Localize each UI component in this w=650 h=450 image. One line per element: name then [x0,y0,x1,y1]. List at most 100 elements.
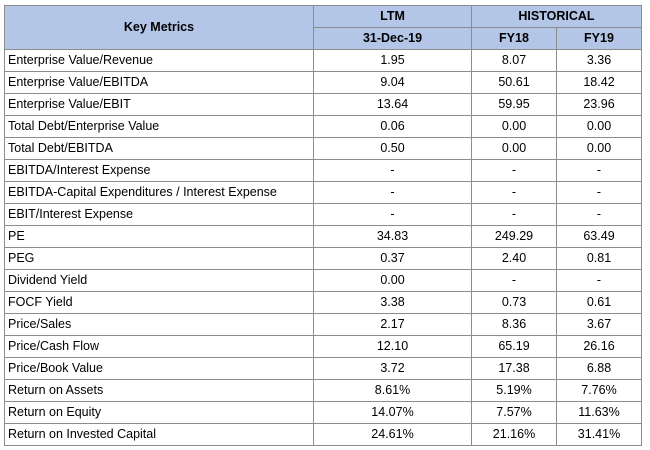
fy18-value-cell: 17.38 [471,357,557,380]
metric-label-cell: Price/Cash Flow [4,335,314,358]
metric-label-cell: Enterprise Value/Revenue [4,49,314,72]
table-row: EBITDA-Capital Expenditures / Interest E… [4,181,642,204]
historical-group-header: HISTORICAL [471,5,642,28]
ltm-value-cell: 12.10 [313,335,472,358]
fy18-value-cell: 8.36 [471,313,557,336]
fy19-value-cell: 0.61 [556,291,642,314]
table-row: Price/Cash Flow 12.10 65.19 26.16 [4,335,642,358]
ltm-value-cell: 3.38 [313,291,472,314]
metric-label-cell: PEG [4,247,314,270]
fy19-value-cell: 18.42 [556,71,642,94]
table-row: Enterprise Value/EBITDA 9.04 50.61 18.42 [4,71,642,94]
table-row: Return on Equity 14.07% 7.57% 11.63% [4,401,642,424]
fy18-value-cell: 2.40 [471,247,557,270]
metric-label-cell: Total Debt/Enterprise Value [4,115,314,138]
ltm-value-cell: 1.95 [313,49,472,72]
fy19-value-cell: 0.81 [556,247,642,270]
fy19-value-cell: 26.16 [556,335,642,358]
ltm-value-cell: 2.17 [313,313,472,336]
fy19-value-cell: 3.67 [556,313,642,336]
ltm-value-cell: 0.06 [313,115,472,138]
fy18-value-cell: - [471,203,557,226]
fy19-value-cell: 0.00 [556,115,642,138]
ltm-value-cell: 3.72 [313,357,472,380]
table-row: PEG 0.37 2.40 0.81 [4,247,642,270]
fy19-header: FY19 [556,27,642,50]
fy18-value-cell: - [471,181,557,204]
ltm-value-cell: 9.04 [313,71,472,94]
fy18-value-cell: 249.29 [471,225,557,248]
fy19-value-cell: 0.00 [556,137,642,160]
fy19-value-cell: 6.88 [556,357,642,380]
metric-label-cell: Return on Equity [4,401,314,424]
fy18-value-cell: 8.07 [471,49,557,72]
table-row: FOCF Yield 3.38 0.73 0.61 [4,291,642,314]
metric-label-cell: Enterprise Value/EBIT [4,93,314,116]
fy18-value-cell: 21.16% [471,423,557,446]
ltm-value-cell: 13.64 [313,93,472,116]
header-row-groups: Key Metrics LTM HISTORICAL [4,5,642,50]
fy18-value-cell: 5.19% [471,379,557,402]
fy18-header: FY18 [471,27,557,50]
fy18-value-cell: 65.19 [471,335,557,358]
table-header: Key Metrics LTM HISTORICAL 31-Dec-19 FY1… [4,5,642,50]
fy18-value-cell: 0.73 [471,291,557,314]
metric-label-cell: Price/Sales [4,313,314,336]
key-metrics-title: Key Metrics [4,5,314,50]
ltm-value-cell: 0.00 [313,269,472,292]
table-row: Return on Invested Capital 24.61% 21.16% 31… [4,423,642,446]
metric-label-cell: Total Debt/EBITDA [4,137,314,160]
fy19-value-cell: 11.63% [556,401,642,424]
fy18-value-cell: - [471,269,557,292]
metric-label-cell: Return on Assets [4,379,314,402]
fy19-value-cell: - [556,203,642,226]
metric-label-cell: EBITDA/Interest Expense [4,159,314,182]
metric-label-cell: Return on Invested Capital [4,423,314,446]
metric-label-cell: PE [4,225,314,248]
header-row-periods: 31-Dec-19 FY18 FY19 [5,27,642,50]
fy18-value-cell: 7.57% [471,401,557,424]
fy18-value-cell: 0.00 [471,137,557,160]
ltm-value-cell: - [313,159,472,182]
fy19-value-cell: 3.36 [556,49,642,72]
table-row: Total Debt/Enterprise Value 0.06 0.00 0.00 [4,115,642,138]
fy19-value-cell: - [556,159,642,182]
table-row: EBIT/Interest Expense - - - [4,203,642,226]
fy19-value-cell: - [556,269,642,292]
key-metrics-table: Key Metrics LTM HISTORICAL 31-Dec-19 FY1… [4,5,642,446]
fy18-value-cell: 50.61 [471,71,557,94]
ltm-group-header: LTM [313,5,472,28]
ltm-value-cell: 14.07% [313,401,472,424]
table-body: Enterprise Value/Revenue 1.95 8.07 3.36 Ente… [4,49,642,446]
table-row: Dividend Yield 0.00- - [4,269,642,292]
table-row: Enterprise Value/Revenue 1.95 8.07 3.36 [4,49,642,72]
ltm-value-cell: 0.50 [313,137,472,160]
fy19-value-cell: 31.41% [556,423,642,446]
metric-label-cell: Dividend Yield [4,269,314,292]
fy19-value-cell: 23.96 [556,93,642,116]
fy18-value-cell: - [471,159,557,182]
table-row: Enterprise Value/EBIT 13.64 59.95 23.96 [4,93,642,116]
ltm-value-cell: 0.37 [313,247,472,270]
fy19-value-cell: - [556,181,642,204]
ltm-value-cell: - [313,181,472,204]
fy19-value-cell: 63.49 [556,225,642,248]
table-row: Total Debt/EBITDA 0.50 0.00 0.00 [4,137,642,160]
ltm-value-cell: 24.61% [313,423,472,446]
table-row: Return on Assets 8.61% 5.19% 7.76% [4,379,642,402]
ltm-date-header: 31-Dec-19 [313,27,472,50]
fy18-value-cell: 59.95 [471,93,557,116]
table-row: Price/Sales 2.17 8.36 3.67 [4,313,642,336]
table-row: Price/Book Value 3.72 17.38 6.88 [4,357,642,380]
metric-label-cell: FOCF Yield [4,291,314,314]
ltm-value-cell: - [313,203,472,226]
metric-label-cell: EBITDA-Capital Expenditures / Interest E… [4,181,314,204]
ltm-value-cell: 34.83 [313,225,472,248]
metric-label-cell: Enterprise Value/EBITDA [4,71,314,94]
table-row: EBITDA/Interest Expense - - - [4,159,642,182]
fy19-value-cell: 7.76% [556,379,642,402]
ltm-value-cell: 8.61% [313,379,472,402]
metric-label-cell: EBIT/Interest Expense [4,203,314,226]
metric-label-cell: Price/Book Value [4,357,314,380]
table-row: PE 34.83 249.29 63.49 [4,225,642,248]
